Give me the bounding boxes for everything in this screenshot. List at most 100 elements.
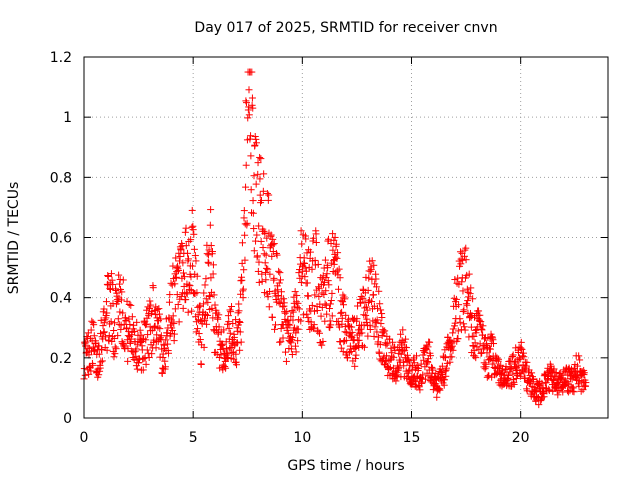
data-point [319,337,327,345]
data-point [351,362,359,370]
data-point [449,346,457,354]
data-point [412,352,420,360]
data-point [236,346,244,354]
data-point [469,342,477,350]
data-point [427,352,435,360]
data-point [459,256,467,264]
data-point [182,296,190,304]
data-point [288,307,296,315]
data-point [235,300,243,308]
data-point [570,388,578,396]
data-point [336,274,344,282]
data-point [517,338,525,346]
data-point [127,301,135,309]
data-point [365,274,373,282]
data-point [325,235,333,243]
data-point [328,289,336,297]
data-point [269,241,277,249]
data-point [272,321,280,329]
data-point [217,351,225,359]
data-point [226,344,234,352]
data-point [388,338,396,346]
data-point [378,313,386,321]
data-point [333,254,341,262]
data-point [248,94,256,102]
x-tick-label: 10 [293,430,311,446]
data-point [528,369,536,377]
data-point [332,240,340,248]
data-point [171,280,179,288]
data-point [383,340,391,348]
data-point [302,267,310,275]
data-point [140,355,148,363]
data-point [287,345,295,353]
data-point [133,365,141,373]
data-point [211,301,219,309]
data-point [382,341,390,349]
data-point [108,333,116,341]
data-point [294,337,302,345]
data-point [376,341,384,349]
data-point [263,234,271,242]
data-point [576,356,584,364]
data-point [89,361,97,369]
data-point [242,161,250,169]
data-point [377,306,385,314]
data-point [465,293,473,301]
y-tick-label: 0.4 [50,291,72,307]
data-point [459,287,467,295]
data-point [186,282,194,290]
data-point [509,351,517,359]
data-point [319,275,327,283]
data-point [177,246,185,254]
data-point [408,380,415,388]
data-point [239,285,247,293]
data-point [462,300,470,308]
data-point [317,312,325,320]
data-point [232,316,240,324]
data-point [215,323,223,331]
data-point [507,357,515,365]
data-point [550,365,558,373]
data-point [490,340,498,348]
data-point [463,285,471,293]
data-point [119,276,127,284]
data-point [179,269,187,277]
data-point [110,326,118,334]
data-point [241,256,249,264]
data-point [402,335,410,343]
data-point [139,366,147,374]
data-point [550,377,558,385]
data-point [249,197,257,205]
data-point [386,363,394,371]
data-point [314,328,322,336]
data-point [470,332,478,340]
data-point [169,312,177,320]
data-point [188,206,196,214]
data-point [223,354,231,362]
data-point [369,291,377,299]
data-point [229,320,237,328]
data-point [111,319,119,327]
data-point [90,347,98,355]
data-point [476,340,484,348]
data-point [182,224,190,232]
data-point [248,101,256,109]
data-point [128,313,136,321]
data-point [242,183,250,191]
data-point [224,312,232,320]
data-point [505,371,513,379]
data-point [147,301,155,309]
data-point [193,272,201,280]
data-point [176,253,184,261]
data-point [136,326,144,334]
data-point [364,332,372,340]
data-point [573,362,581,370]
chart-title: Day 017 of 2025, SRMTID for receiver cnv… [194,20,497,36]
data-point [367,265,375,273]
data-point [373,316,381,324]
data-point [165,349,173,357]
data-point [320,291,328,299]
data-point [172,254,180,262]
data-point [315,329,323,337]
